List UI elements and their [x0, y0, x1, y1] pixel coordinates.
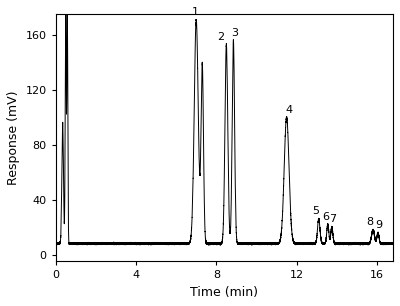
Text: 2: 2 [217, 32, 224, 42]
Text: 9: 9 [376, 220, 382, 230]
Text: 7: 7 [329, 215, 336, 224]
Text: 8: 8 [366, 217, 374, 227]
Text: 5: 5 [312, 206, 319, 216]
X-axis label: Time (min): Time (min) [190, 286, 258, 299]
Text: 6: 6 [322, 212, 329, 222]
Text: 4: 4 [285, 105, 292, 114]
Y-axis label: Response (mV): Response (mV) [7, 91, 20, 185]
Text: 3: 3 [231, 28, 238, 38]
Text: 1: 1 [192, 7, 199, 17]
